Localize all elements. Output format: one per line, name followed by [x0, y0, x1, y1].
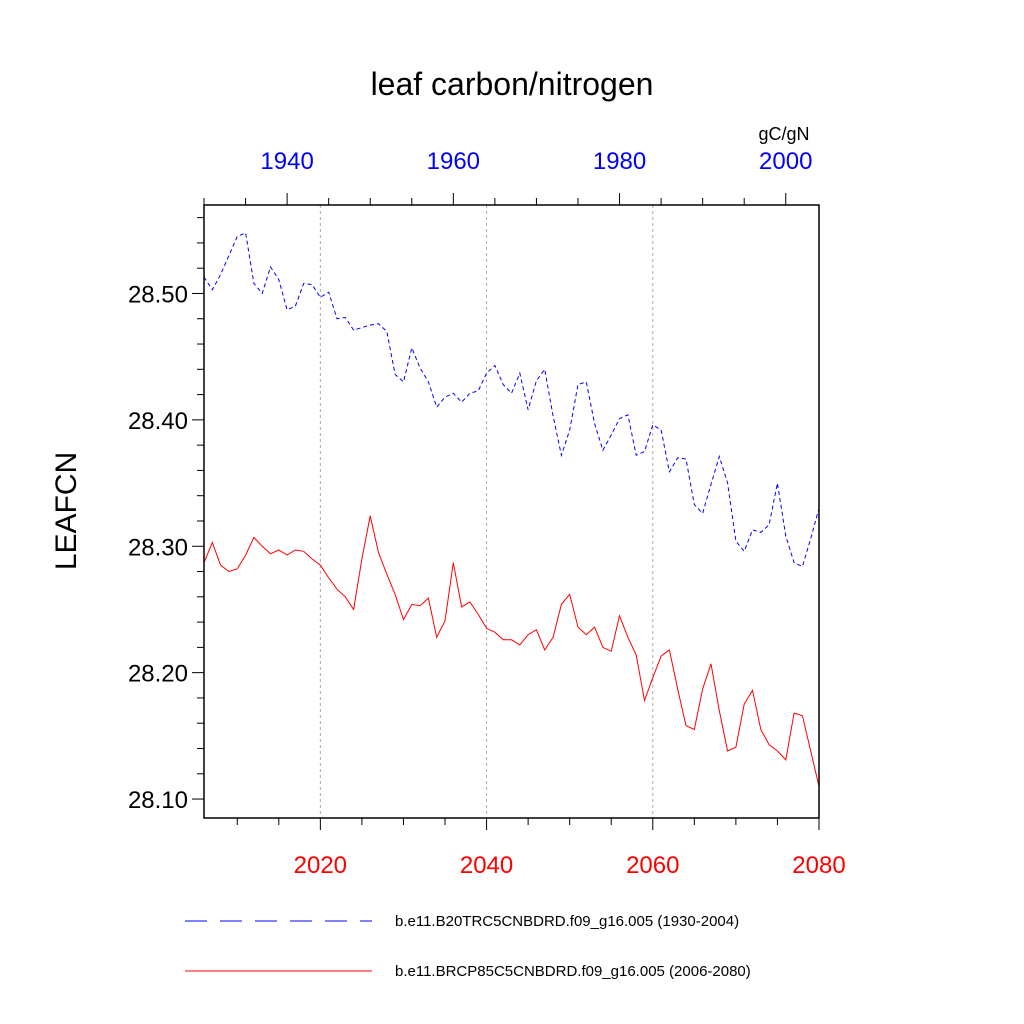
y-tick-label: 28.20 [128, 661, 188, 688]
series-layer [203, 232, 820, 787]
axis-ticks [192, 193, 820, 830]
chart-title: leaf carbon/nitrogen [371, 66, 654, 102]
x-top-tick-label: 1980 [593, 148, 646, 175]
y-tick-label: 28.40 [128, 408, 188, 435]
y-tick-label: 28.10 [128, 787, 188, 814]
x-bottom-tick-label: 2060 [626, 852, 679, 879]
axis-tick-labels: 28.10 28.20 28.30 28.40 28.50 2020 2040 2060 208… [128, 148, 846, 879]
x-top-tick-label: 1960 [427, 148, 480, 175]
x-bottom-tick-label: 2040 [460, 852, 513, 879]
legend: b.e11.B20TRC5CNBDRD.f09_g16.005 (1930-20… [185, 913, 751, 980]
grid-lines [319, 205, 654, 818]
series-line-1 [203, 515, 820, 787]
series-line-0 [203, 232, 820, 568]
y-axis-label: LEAFCN [50, 452, 83, 570]
y-tick-label: 28.30 [128, 534, 188, 561]
legend-label-historical: b.e11.B20TRC5CNBDRD.f09_g16.005 (1930-20… [395, 913, 739, 930]
units-label: gC/gN [758, 124, 809, 144]
y-tick-label: 28.50 [128, 281, 188, 308]
legend-label-rcp85: b.e11.BRCP85C5CNBDRD.f09_g16.005 (2006-2… [395, 963, 751, 980]
x-top-tick-label: 1940 [260, 148, 313, 175]
x-top-tick-label: 2000 [759, 148, 812, 175]
plot-frame [203, 204, 820, 819]
x-bottom-tick-label: 2020 [294, 852, 347, 879]
x-bottom-tick-label: 2080 [792, 852, 845, 879]
